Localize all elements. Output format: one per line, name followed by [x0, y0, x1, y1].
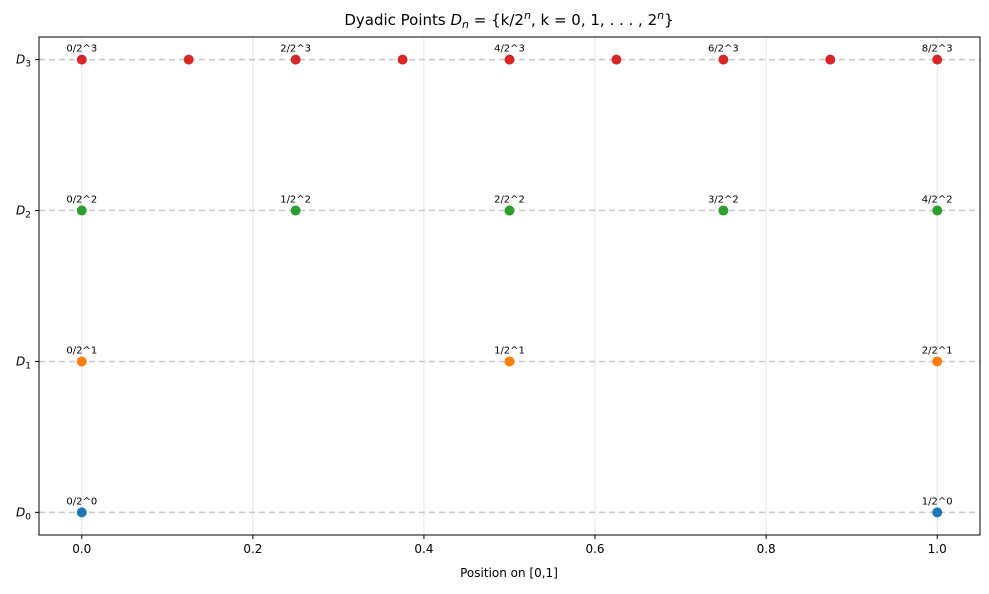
data-point: [504, 205, 515, 216]
data-point: [183, 54, 194, 65]
x-tick-label: 0.4: [414, 542, 433, 556]
grid: [81, 37, 938, 535]
x-tick-label: 0.2: [243, 542, 262, 556]
data-point: [290, 205, 301, 216]
data-point: [504, 54, 515, 65]
x-tick-label: 0.6: [585, 542, 604, 556]
data-point: [932, 356, 943, 367]
point-label: 0/2^2: [66, 195, 97, 206]
point-label: 0/2^0: [66, 496, 97, 507]
x-axis-label: Position on [0,1]: [460, 566, 558, 580]
y-tick-label: D3: [16, 53, 31, 70]
point-label: 2/2^1: [922, 345, 953, 356]
data-point: [290, 54, 301, 65]
data-point: [76, 54, 87, 65]
point-label: 0/2^1: [66, 345, 97, 356]
data-point: [825, 54, 836, 65]
point-label: 4/2^2: [922, 195, 953, 206]
point-label: 3/2^2: [708, 195, 739, 206]
x-tick-label: 0.0: [72, 542, 91, 556]
data-point: [397, 54, 408, 65]
y-tick-label: D0: [16, 505, 31, 522]
data-point: [76, 507, 87, 518]
point-label: 1/2^2: [280, 195, 311, 206]
x-axis-ticks: 0.0 0.2 0.4 0.6 0.8 1.0: [72, 535, 947, 556]
point-labels: 0/2^0 1/2^0 0/2^1 1/2^1 2/2^1 0/2^2 1/2^2 2/2^2…: [66, 44, 952, 508]
point-label: 8/2^3: [922, 44, 953, 55]
data-point: [76, 356, 87, 367]
point-label: 4/2^3: [494, 44, 525, 55]
point-label: 1/2^0: [922, 496, 953, 507]
point-label: 1/2^1: [494, 345, 525, 356]
chart-title: Dyadic Points Dn = {k/2n, k = 0, 1, . . …: [344, 9, 673, 31]
data-point: [718, 205, 729, 216]
data-point: [718, 54, 729, 65]
plot-frame: [38, 36, 981, 536]
point-label: 0/2^3: [66, 44, 97, 55]
point-label: 2/2^3: [280, 44, 311, 55]
data-point: [932, 507, 943, 518]
level-reference-lines: [39, 58, 980, 514]
data-points: [76, 54, 943, 518]
x-tick-label: 1.0: [928, 542, 947, 556]
point-label: 2/2^2: [494, 195, 525, 206]
data-point: [76, 205, 87, 216]
x-tick-label: 0.8: [757, 542, 776, 556]
point-label: 6/2^3: [708, 44, 739, 55]
data-point: [504, 356, 515, 367]
data-point: [932, 54, 943, 65]
y-tick-label: D1: [16, 354, 31, 371]
data-point: [932, 205, 943, 216]
y-axis-ticks: D0 D1 D2 D3: [16, 53, 39, 522]
data-point: [611, 54, 622, 65]
y-tick-label: D2: [16, 204, 31, 221]
